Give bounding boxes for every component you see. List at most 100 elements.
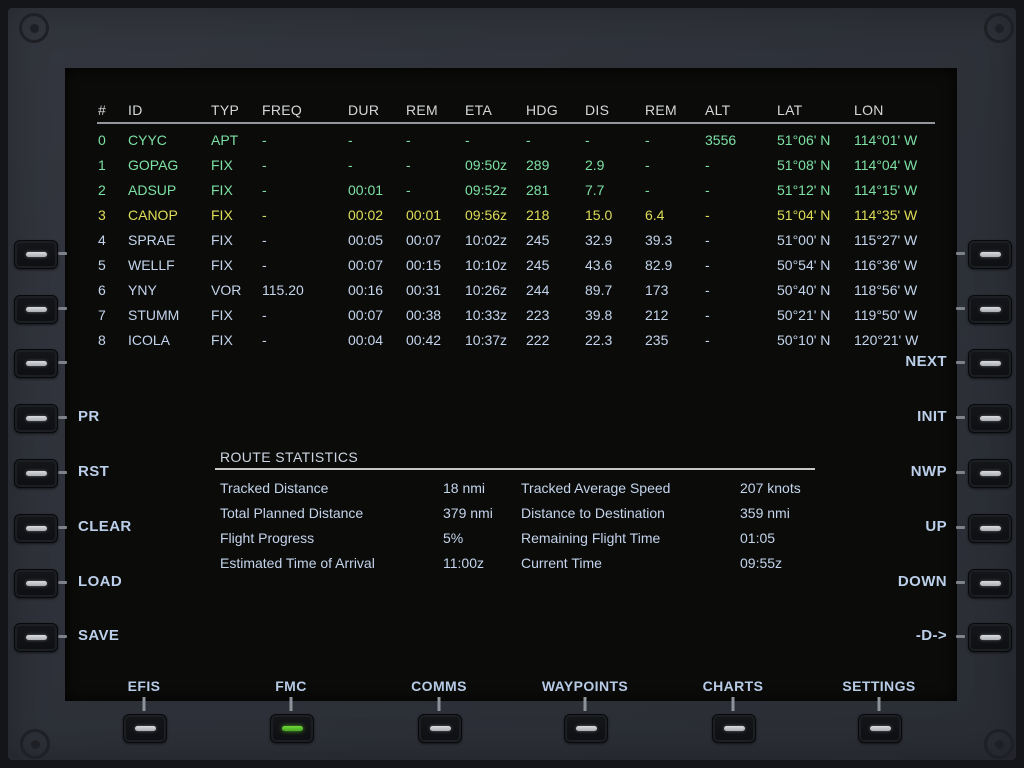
table-cell: FIX	[211, 307, 233, 323]
softkey-label-init: INIT	[917, 408, 947, 425]
lsk-right-up[interactable]	[968, 513, 1012, 543]
table-cell: 222	[526, 332, 550, 348]
table-cell: -	[645, 132, 650, 148]
table-cell: -	[705, 157, 710, 173]
button-led-bar	[723, 725, 745, 731]
table-cell: FIX	[211, 257, 233, 273]
table-row: 1 GOPAG FIX - - - 09:50z 289 2.9 - - 51°08' N 114°04…	[65, 153, 957, 178]
table-cell: -	[348, 157, 353, 173]
table-cell: FIX	[211, 182, 233, 198]
lsk-right-1[interactable]	[968, 239, 1012, 269]
table-cell: 22.3	[585, 332, 613, 348]
lsk-right-down[interactable]	[968, 568, 1012, 598]
softkey-label-next: NEXT	[905, 353, 947, 370]
table-cell: -	[645, 157, 650, 173]
tab-button-comms[interactable]	[418, 713, 462, 743]
tab-button-waypoints[interactable]	[564, 713, 608, 743]
table-row: 2 ADSUP FIX - 00:01 - 09:52z 281 7.7 - - 51°12' N 11…	[65, 178, 957, 203]
table-cell: -	[705, 332, 710, 348]
tab-button-settings[interactable]	[858, 713, 902, 743]
table-cell: CANOP	[128, 207, 178, 223]
table-cell: -	[526, 132, 531, 148]
table-cell: CYYC	[128, 132, 167, 148]
button-tick	[956, 306, 965, 310]
table-cell: 00:05	[348, 232, 384, 248]
table-cell: -	[262, 307, 267, 323]
softkey-label-load: LOAD	[78, 573, 123, 590]
lsk-right-2[interactable]	[968, 294, 1012, 324]
button-tick	[58, 470, 67, 474]
table-cell: -	[262, 132, 267, 148]
lsk-left-rst[interactable]	[14, 458, 58, 488]
table-cell: 43.6	[585, 257, 613, 273]
lsk-left-1[interactable]	[14, 239, 58, 269]
screw-icon	[20, 729, 50, 759]
table-cell: 245	[526, 257, 550, 273]
button-tick	[289, 697, 293, 711]
lsk-right-next[interactable]	[968, 348, 1012, 378]
lsk-left-save[interactable]	[14, 622, 58, 652]
table-cell: 00:38	[406, 307, 442, 323]
lsk-left-clear[interactable]	[14, 513, 58, 543]
stat-label-estimated-time-of-arrival: Estimated Time of Arrival	[220, 555, 375, 571]
table-cell: 1	[98, 157, 106, 173]
button-tick	[956, 470, 965, 474]
tab-button-efis[interactable]	[123, 713, 167, 743]
table-cell: 50°21' N	[777, 307, 831, 323]
table-row: 7 STUMM FIX - 00:07 00:38 10:33z 223 39.8 212 - 50°…	[65, 303, 957, 328]
table-cell: 10:10z	[465, 257, 508, 273]
stat-value-distance-to-destination: 359 nmi	[740, 505, 790, 521]
lsk-left-3[interactable]	[14, 348, 58, 378]
table-cell: 2	[98, 182, 106, 198]
lsk-left-2[interactable]	[14, 294, 58, 324]
button-led-bar	[281, 725, 303, 731]
table-header-divider	[97, 122, 935, 124]
tab-button-fmc[interactable]	[270, 713, 314, 743]
table-cell: 00:16	[348, 282, 384, 298]
lsk-right-init[interactable]	[968, 403, 1012, 433]
table-cell: -	[406, 157, 411, 173]
button-tick	[956, 251, 965, 255]
table-cell: 50°10' N	[777, 332, 831, 348]
stat-label-flight-progress: Flight Progress	[220, 530, 315, 546]
button-tick	[58, 634, 67, 638]
stat-value-flight-progress: 5%	[443, 530, 464, 546]
table-cell: -	[262, 207, 267, 223]
table-cell: 15.0	[585, 207, 613, 223]
table-cell: FIX	[211, 157, 233, 173]
stat-value-current-time: 09:55z	[740, 555, 783, 571]
fmc-display-screen: # ID TYP FREQ DUR REM ETA HDG DIS REM ALT LAT LON 0 CY…	[65, 68, 957, 701]
table-cell: -	[262, 332, 267, 348]
button-led-bar	[979, 525, 1001, 531]
table-cell: 289	[526, 157, 550, 173]
table-cell: 3556	[705, 132, 737, 148]
stat-value-remaining-flight-time: 01:05	[740, 530, 776, 546]
button-led-bar	[979, 360, 1001, 366]
table-cell: 51°00' N	[777, 232, 831, 248]
tab-button-charts[interactable]	[712, 713, 756, 743]
lsk-left-load[interactable]	[14, 568, 58, 598]
button-tick	[956, 525, 965, 529]
button-tick	[58, 415, 67, 419]
button-tick	[58, 525, 67, 529]
route-statistics-divider	[215, 468, 815, 470]
button-led-bar	[25, 470, 47, 476]
table-cell: 245	[526, 232, 550, 248]
table-cell: -	[705, 182, 710, 198]
button-led-bar	[25, 251, 47, 257]
table-cell: 10:37z	[465, 332, 508, 348]
lsk-right-nwp[interactable]	[968, 458, 1012, 488]
lsk-right-d[interactable]	[968, 622, 1012, 652]
table-cell: -	[705, 282, 710, 298]
table-cell: 00:01	[406, 207, 442, 223]
table-cell: 09:50z	[465, 157, 508, 173]
stat-value-tracked-distance: 18 nmi	[443, 480, 486, 496]
table-cell: 00:07	[348, 307, 384, 323]
table-cell: -	[465, 132, 470, 148]
table-cell: 50°40' N	[777, 282, 831, 298]
table-header-lat-11: LAT	[777, 102, 803, 118]
screw-icon	[19, 13, 49, 43]
button-tick	[58, 251, 67, 255]
lsk-left-pr[interactable]	[14, 403, 58, 433]
table-row: 4 SPRAE FIX - 00:05 00:07 10:02z 245 32.9 39.3 - 51…	[65, 228, 957, 253]
